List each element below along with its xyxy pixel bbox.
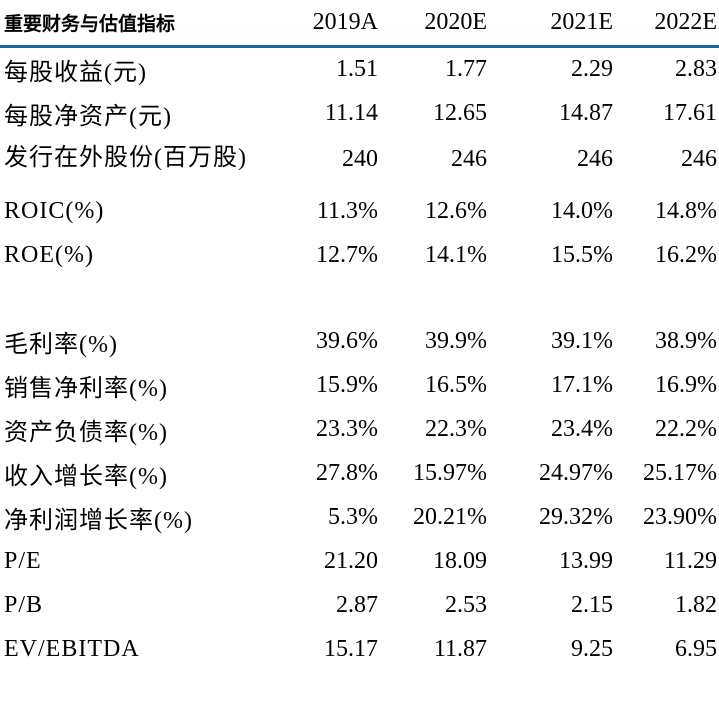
table-row: 每股收益(元) 1.51 1.77 2.29 2.83	[0, 46, 719, 92]
row-value: 14.0%	[551, 198, 613, 224]
row-value: 1.82	[675, 592, 717, 618]
header-year-2021e: 2021E	[550, 8, 613, 35]
table-row: 每股净资产(元) 11.14 12.65 14.87 17.61	[0, 92, 719, 136]
table-row: ROE(%) 12.7% 14.1% 15.5% 16.2%	[0, 234, 719, 278]
header-row: 重要财务与估值指标 2019A 2020E 2021E 2022E	[0, 0, 719, 46]
row-value: 2.83	[675, 56, 717, 82]
row-value: 13.99	[559, 548, 613, 574]
row-value: 24.97%	[539, 460, 613, 486]
row-value: 15.97%	[413, 460, 487, 486]
row-label: P/B	[4, 592, 44, 618]
row-value: 27.8%	[316, 460, 378, 486]
row-value: 39.1%	[551, 328, 613, 354]
table-row: 资产负债率(%) 23.3% 22.3% 23.4% 22.2%	[0, 408, 719, 452]
row-value: 6.95	[675, 636, 717, 662]
row-label: ROIC(%)	[4, 198, 105, 224]
row-label: P/E	[4, 548, 42, 574]
row-label: 毛利率(%)	[4, 332, 118, 358]
row-value: 11.14	[324, 100, 378, 126]
row-value: 16.2%	[655, 242, 717, 268]
row-value: 246	[451, 145, 487, 172]
row-value: 14.87	[559, 100, 613, 126]
row-value: 23.4%	[551, 416, 613, 442]
header-year-2019a: 2019A	[312, 8, 378, 35]
row-value: 22.2%	[655, 416, 717, 442]
row-label: 资产负债率(%)	[4, 420, 168, 446]
row-value: 12.65	[433, 100, 487, 126]
spacer-row	[0, 278, 719, 320]
table-row: 净利润增长率(%) 5.3% 20.21% 29.32% 23.90%	[0, 496, 719, 540]
row-label: 发行在外股份(百万股)	[4, 144, 247, 171]
row-value: 29.32%	[539, 504, 613, 530]
row-value: 15.5%	[551, 242, 613, 268]
row-label: 净利润增长率(%)	[4, 508, 193, 534]
row-value: 9.25	[571, 636, 613, 662]
row-value: 39.9%	[425, 328, 487, 354]
row-value: 12.7%	[316, 242, 378, 268]
row-value: 5.3%	[328, 504, 378, 530]
row-label: EV/EBITDA	[4, 636, 140, 662]
row-label: 每股收益(元)	[4, 60, 147, 86]
row-value: 14.1%	[425, 242, 487, 268]
table-row: 毛利率(%) 39.6% 39.9% 39.1% 38.9%	[0, 320, 719, 364]
row-value: 17.1%	[551, 372, 613, 398]
row-value: 2.29	[571, 56, 613, 82]
row-value: 18.09	[433, 548, 487, 574]
row-label: 收入增长率(%)	[4, 464, 168, 490]
row-value: 14.8%	[655, 198, 717, 224]
financial-metrics-table-container: 重要财务与估值指标 2019A 2020E 2021E 2022E 每股收益(元…	[0, 0, 719, 672]
row-label: 销售净利率(%)	[4, 376, 168, 402]
row-value: 1.51	[336, 56, 378, 82]
row-value: 23.90%	[643, 504, 717, 530]
row-value: 15.9%	[316, 372, 378, 398]
row-value: 246	[681, 145, 717, 172]
header-title: 重要财务与估值指标	[4, 12, 176, 35]
row-value: 16.9%	[655, 372, 717, 398]
row-value: 11.3%	[316, 198, 378, 224]
row-value: 21.20	[324, 548, 378, 574]
table-row: P/E 21.20 18.09 13.99 11.29	[0, 540, 719, 584]
row-value: 11.87	[433, 636, 487, 662]
header-year-2022e: 2022E	[654, 8, 717, 35]
row-value: 2.15	[571, 592, 613, 618]
row-value: 1.77	[445, 56, 487, 82]
table-row: P/B 2.87 2.53 2.15 1.82	[0, 584, 719, 628]
row-value: 2.53	[445, 592, 487, 618]
row-value: 20.21%	[413, 504, 487, 530]
row-value: 17.61	[663, 100, 717, 126]
row-value: 246	[577, 145, 613, 172]
row-label: ROE(%)	[4, 242, 94, 268]
table-row: 发行在外股份(百万股) 240 246 246 246	[0, 136, 719, 190]
row-value: 240	[342, 145, 378, 172]
row-value: 38.9%	[655, 328, 717, 354]
table-header: 重要财务与估值指标 2019A 2020E 2021E 2022E	[0, 0, 719, 46]
table-body: 每股收益(元) 1.51 1.77 2.29 2.83 每股净资产(元) 11.…	[0, 46, 719, 672]
row-value: 25.17%	[643, 460, 717, 486]
row-value: 11.29	[663, 548, 717, 574]
row-label: 每股净资产(元)	[4, 104, 172, 130]
table-row: ROIC(%) 11.3% 12.6% 14.0% 14.8%	[0, 190, 719, 234]
row-value: 15.17	[324, 636, 378, 662]
table-row: 收入增长率(%) 27.8% 15.97% 24.97% 25.17%	[0, 452, 719, 496]
row-value: 16.5%	[425, 372, 487, 398]
table-row: EV/EBITDA 15.17 11.87 9.25 6.95	[0, 628, 719, 672]
header-year-2020e: 2020E	[424, 8, 487, 35]
table-row: 销售净利率(%) 15.9% 16.5% 17.1% 16.9%	[0, 364, 719, 408]
financial-metrics-table: 重要财务与估值指标 2019A 2020E 2021E 2022E 每股收益(元…	[0, 0, 719, 672]
row-value: 22.3%	[425, 416, 487, 442]
row-value: 2.87	[336, 592, 378, 618]
row-value: 39.6%	[316, 328, 378, 354]
row-value: 12.6%	[425, 198, 487, 224]
row-value: 23.3%	[316, 416, 378, 442]
